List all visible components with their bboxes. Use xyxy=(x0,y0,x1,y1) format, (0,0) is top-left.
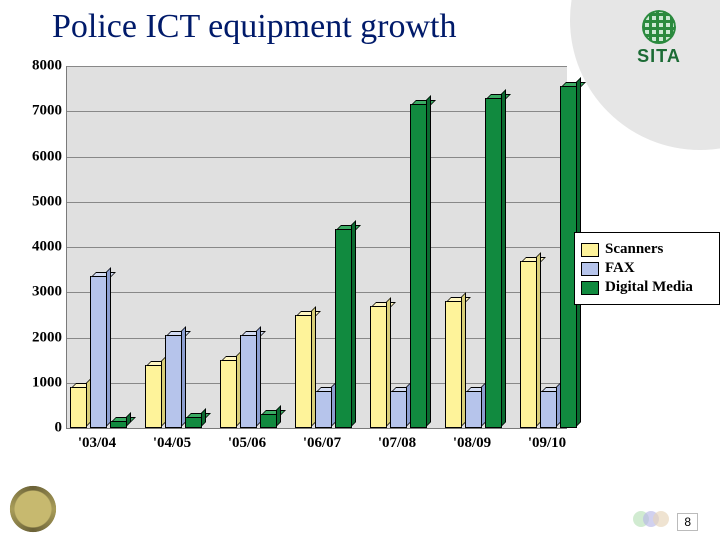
y-tick-label: 0 xyxy=(12,420,62,437)
x-tick-label: '07/08 xyxy=(378,435,416,452)
y-tick-label: 1000 xyxy=(12,374,62,391)
bar xyxy=(165,335,182,428)
bar xyxy=(185,417,202,428)
legend-swatch xyxy=(581,281,599,295)
brand-name: SITA xyxy=(620,46,698,67)
page-number: 8 xyxy=(639,511,698,532)
bar-chart xyxy=(66,66,567,429)
bead-icons xyxy=(639,511,669,532)
legend: Scanners FAX Digital Media xyxy=(574,232,720,305)
legend-label: FAX xyxy=(605,260,635,277)
bar xyxy=(110,421,127,428)
y-tick-label: 6000 xyxy=(12,148,62,165)
globe-icon xyxy=(642,10,676,44)
bar xyxy=(410,104,427,428)
legend-item: Scanners xyxy=(581,241,713,258)
bar xyxy=(335,229,352,428)
x-tick-label: '06/07 xyxy=(303,435,341,452)
bar xyxy=(145,365,162,428)
page-title: Police ICT equipment growth xyxy=(52,8,590,46)
bar xyxy=(370,306,387,428)
y-tick-label: 4000 xyxy=(12,239,62,256)
chart-container: 0 1000 2000 3000 4000 5000 6000 7000 8000 '03/04… xyxy=(10,60,710,480)
bar xyxy=(390,391,407,428)
bar xyxy=(240,335,257,428)
bar xyxy=(465,391,482,428)
bar xyxy=(295,315,312,428)
bar xyxy=(485,98,502,428)
legend-label: Scanners xyxy=(605,241,663,258)
x-tick-label: '09/10 xyxy=(528,435,566,452)
y-tick-label: 3000 xyxy=(12,284,62,301)
legend-swatch xyxy=(581,262,599,276)
y-tick-label: 2000 xyxy=(12,329,62,346)
bar xyxy=(540,391,557,428)
y-tick-label: 7000 xyxy=(12,103,62,120)
page-number-value: 8 xyxy=(677,513,698,531)
y-tick-label: 8000 xyxy=(12,58,62,75)
bar xyxy=(220,360,237,428)
grid-line xyxy=(67,66,567,67)
bar xyxy=(90,276,107,428)
emblem-icon xyxy=(6,482,60,536)
x-tick-label: '03/04 xyxy=(78,435,116,452)
x-tick-label: '08/09 xyxy=(453,435,491,452)
bar xyxy=(445,301,462,428)
legend-label: Digital Media xyxy=(605,279,693,296)
brand-logo: SITA xyxy=(620,10,698,67)
bar xyxy=(70,387,87,428)
x-tick-label: '04/05 xyxy=(153,435,191,452)
bar xyxy=(260,414,277,428)
legend-item: Digital Media xyxy=(581,279,713,296)
slide: Police ICT equipment growth SITA 0 1000 20… xyxy=(0,0,720,540)
y-tick-label: 5000 xyxy=(12,193,62,210)
legend-item: FAX xyxy=(581,260,713,277)
footer-emblem xyxy=(6,482,60,536)
bar xyxy=(315,391,332,428)
x-tick-label: '05/06 xyxy=(228,435,266,452)
bar xyxy=(520,261,537,428)
legend-swatch xyxy=(581,243,599,257)
